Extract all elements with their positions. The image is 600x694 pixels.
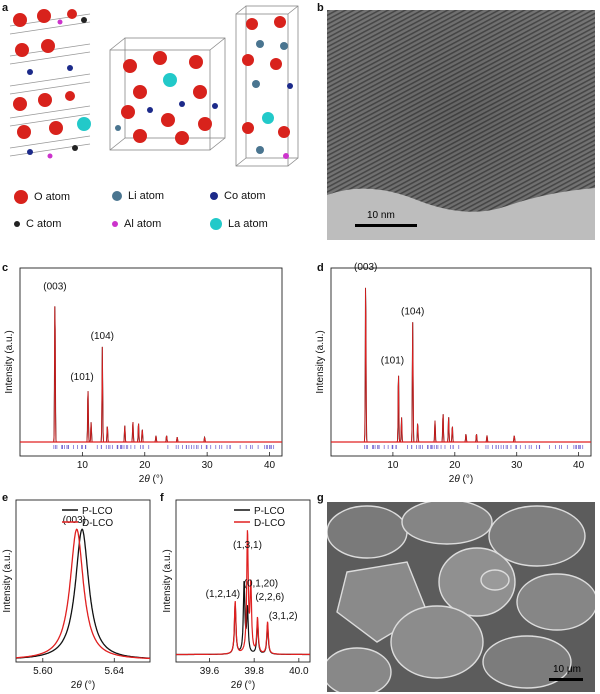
panel-label-b: b — [317, 2, 324, 14]
xrd-chart-d: (003) (101) (104) 10 20 30 40 2θ (°) Intensity (… — [315, 262, 592, 485]
x-axis-label: 2θ (°) — [71, 680, 95, 691]
atom-swatch-icon — [14, 190, 28, 204]
peak-label: (2,2,6) — [255, 592, 284, 603]
peak-label: (0,1,20) — [244, 578, 278, 589]
legend-label: P-LCO — [82, 506, 113, 517]
x-tick-label: 5.60 — [33, 666, 53, 677]
x-tick-label: 20 — [449, 460, 461, 471]
x-tick-label: 40 — [264, 460, 276, 471]
observed-pattern — [331, 287, 591, 443]
x-tick-label: 10 — [77, 460, 89, 471]
panel-label-g: g — [317, 492, 324, 504]
atom-legend-item: O atom — [14, 190, 70, 204]
atom-legend-item: Li atom — [112, 190, 164, 202]
atom-legend-item: Al atom — [112, 218, 161, 230]
atom-legend-label: Al atom — [124, 218, 162, 230]
panel-label-a: a — [2, 2, 9, 14]
series-line-d-lco — [16, 528, 150, 660]
peak-label: (003) — [63, 515, 86, 526]
atom-legend-label: O atom — [34, 191, 71, 203]
panel-label-f: f — [160, 492, 164, 504]
plot-frame — [19, 267, 283, 457]
observed-pattern — [20, 306, 282, 443]
cubic-cell — [109, 37, 226, 151]
atom-legend-label: Li atom — [128, 190, 165, 202]
atom-legend-item: Co atom — [210, 190, 266, 202]
tem-scale-label: 10 nm — [367, 210, 395, 221]
plot-frame — [175, 499, 311, 663]
x-axis-label: 2θ (°) — [139, 474, 163, 485]
sem-scale-label: 10 μm — [553, 664, 581, 675]
calculated-pattern — [331, 287, 591, 443]
y-axis-label: Intensity (a.u.) — [2, 549, 13, 612]
peak-label: (1,2,14) — [206, 589, 240, 600]
sem-scale-bar — [549, 678, 583, 681]
peak-label: (3,1,2) — [269, 611, 298, 622]
x-tick-label: 10 — [387, 460, 399, 471]
xrd-zoom-chart-f: (1,2,14) (1,3,1) (0,1,20) (2,2,6) (3,1,2) P-L… — [162, 499, 311, 691]
panel-label-d: d — [317, 262, 324, 274]
y-axis-label: Intensity (a.u.) — [315, 330, 326, 393]
atom-swatch-icon — [112, 191, 122, 201]
x-axis-label: 2θ (°) — [231, 680, 255, 691]
y-axis-label: Intensity (a.u.) — [4, 330, 15, 393]
peak-label: (1,3,1) — [233, 540, 262, 551]
sem-particles — [327, 502, 595, 692]
series-line-p-lco — [16, 528, 150, 659]
legend-label: P-LCO — [254, 506, 285, 517]
legend-label: D-LCO — [82, 518, 113, 529]
x-tick-label: 39.6 — [200, 666, 220, 677]
atom-legend-label: C atom — [26, 218, 62, 230]
x-tick-label: 5.64 — [105, 666, 125, 677]
peak-label: (104) — [401, 306, 424, 317]
tem-scale-bar — [355, 224, 417, 227]
plot-frame — [330, 267, 592, 457]
x-axis-label: 2θ (°) — [449, 474, 473, 485]
peak-label: (101) — [381, 355, 404, 366]
series-line-d-lco — [176, 530, 310, 656]
xrd-chart-c: (003) (101) (104) 10 20 30 40 2θ (°) Intensity (… — [4, 267, 283, 485]
tetragonal-cell — [235, 5, 299, 167]
x-tick-label: 30 — [511, 460, 523, 471]
atom-legend-label: Co atom — [224, 190, 266, 202]
layered-structure — [9, 13, 91, 157]
x-tick-label: 39.8 — [244, 666, 264, 677]
tem-lattice-fringes — [327, 10, 595, 240]
panel-label-c: c — [2, 262, 9, 274]
peak-label: (003) — [43, 282, 66, 293]
x-tick-label: 40 — [573, 460, 585, 471]
crystal-structures — [9, 5, 299, 167]
peak-label: (101) — [70, 372, 93, 383]
sem-image: 10 μm — [327, 502, 595, 692]
panel-label-e: e — [2, 492, 9, 504]
bragg-ticks — [364, 445, 584, 449]
atom-swatch-icon — [14, 221, 20, 227]
x-tick-label: 40.0 — [289, 666, 309, 677]
peak-label: (003) — [354, 262, 377, 273]
x-tick-label: 30 — [202, 460, 214, 471]
layered-atoms — [13, 9, 91, 159]
atom-legend-item: C atom — [14, 218, 61, 230]
atom-swatch-icon — [210, 218, 222, 230]
atom-legend-item: La atom — [210, 218, 268, 230]
atom-legend-label: La atom — [228, 218, 268, 230]
atom-swatch-icon — [210, 192, 218, 200]
tem-image: 10 nm — [327, 10, 595, 240]
legend-label: D-LCO — [254, 518, 285, 529]
plot-frame — [15, 499, 151, 663]
bragg-ticks — [53, 445, 275, 449]
calculated-pattern — [20, 306, 282, 443]
tetragonal-atoms — [242, 16, 293, 159]
atom-swatch-icon — [112, 221, 118, 227]
peak-label: (104) — [91, 331, 114, 342]
cubic-atoms — [115, 51, 218, 145]
x-tick-label: 20 — [139, 460, 151, 471]
y-axis-label: Intensity (a.u.) — [162, 549, 173, 612]
